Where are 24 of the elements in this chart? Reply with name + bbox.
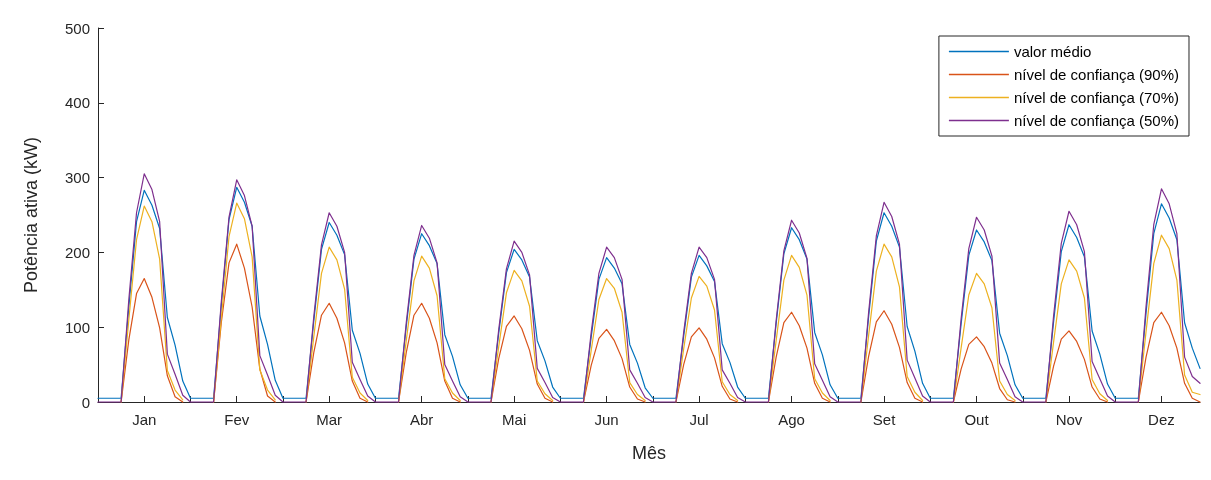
x-tick-label: Dez — [1148, 411, 1175, 428]
x-tick-label: Jan — [132, 411, 157, 428]
legend-label: valor médio — [1013, 43, 1092, 60]
y-tick-label: 500 — [64, 19, 90, 37]
x-tick-label: Mar — [316, 411, 343, 428]
x-tick-label: Set — [872, 411, 897, 428]
legend-label: nível de confiança (50%) — [1013, 112, 1180, 129]
y-tick-label: 100 — [64, 318, 90, 336]
x-tick-label: Jun — [594, 411, 619, 428]
y-tick-label: 300 — [64, 169, 90, 187]
y-tick-label: 200 — [64, 243, 90, 261]
x-tick-label: Nov — [1055, 411, 1083, 428]
x-tick-label: Jul — [689, 411, 709, 428]
x-axis-title: Mês — [631, 443, 667, 463]
x-tick-label: Fev — [224, 411, 250, 428]
legend-label: nível de confiança (90%) — [1013, 66, 1180, 83]
x-tick-label: Ago — [778, 411, 805, 428]
legend-label: nível de confiança (70%) — [1013, 89, 1180, 106]
y-tick-label: 0 — [81, 393, 90, 411]
x-tick-label: Mai — [502, 411, 527, 428]
x-tick-label: Out — [964, 411, 990, 428]
x-tick-label: Abr — [409, 411, 434, 428]
y-axis-title: Potência ativa (kW) — [21, 136, 41, 294]
y-tick-label: 400 — [64, 94, 90, 112]
